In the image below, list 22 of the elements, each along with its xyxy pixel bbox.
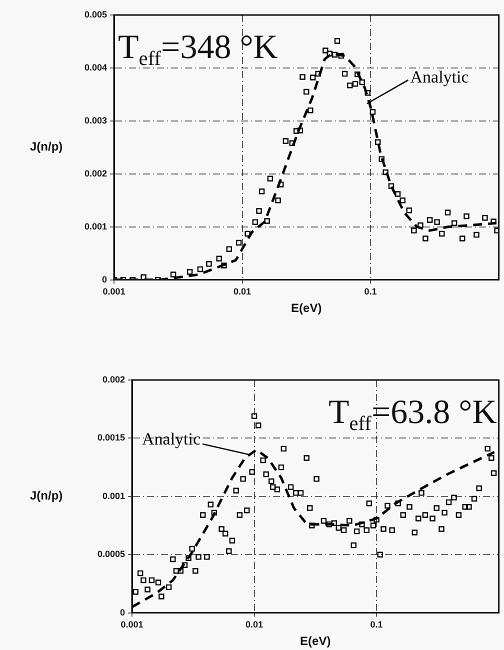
y-tick-label: 0.001 (102, 490, 125, 501)
x-axis-title: E(eV) (291, 301, 322, 316)
y-tick-label: 0.001 (84, 221, 107, 232)
y-tick-label: 0.002 (102, 374, 125, 384)
x-tick-label: 0.01 (234, 286, 252, 297)
y-tick-label: 0.0015 (97, 432, 125, 443)
x-tick-label: 0.001 (120, 620, 144, 630)
y-tick-label: 0.005 (84, 9, 107, 20)
y-axis-title: J(n/p) (30, 140, 63, 154)
text: Analytic (410, 67, 470, 86)
x-tick-label: 0.1 (370, 620, 383, 630)
x-axis-title: E(eV) (300, 634, 331, 648)
y-axis-title: J(n/p) (30, 488, 63, 503)
x-tick-label: 0.01 (246, 620, 264, 630)
y-tick-label: 0.004 (84, 62, 107, 72)
y-tick-label: 0 (102, 274, 107, 284)
y-tick-label: 0 (120, 607, 125, 618)
y-tick-label: 0.0005 (97, 549, 125, 560)
legend-label: Analytic (142, 429, 201, 448)
y-tick-label: 0.002 (84, 168, 107, 178)
x-tick-label: 0.1 (364, 286, 377, 297)
y-tick-label: 0.003 (84, 115, 107, 126)
